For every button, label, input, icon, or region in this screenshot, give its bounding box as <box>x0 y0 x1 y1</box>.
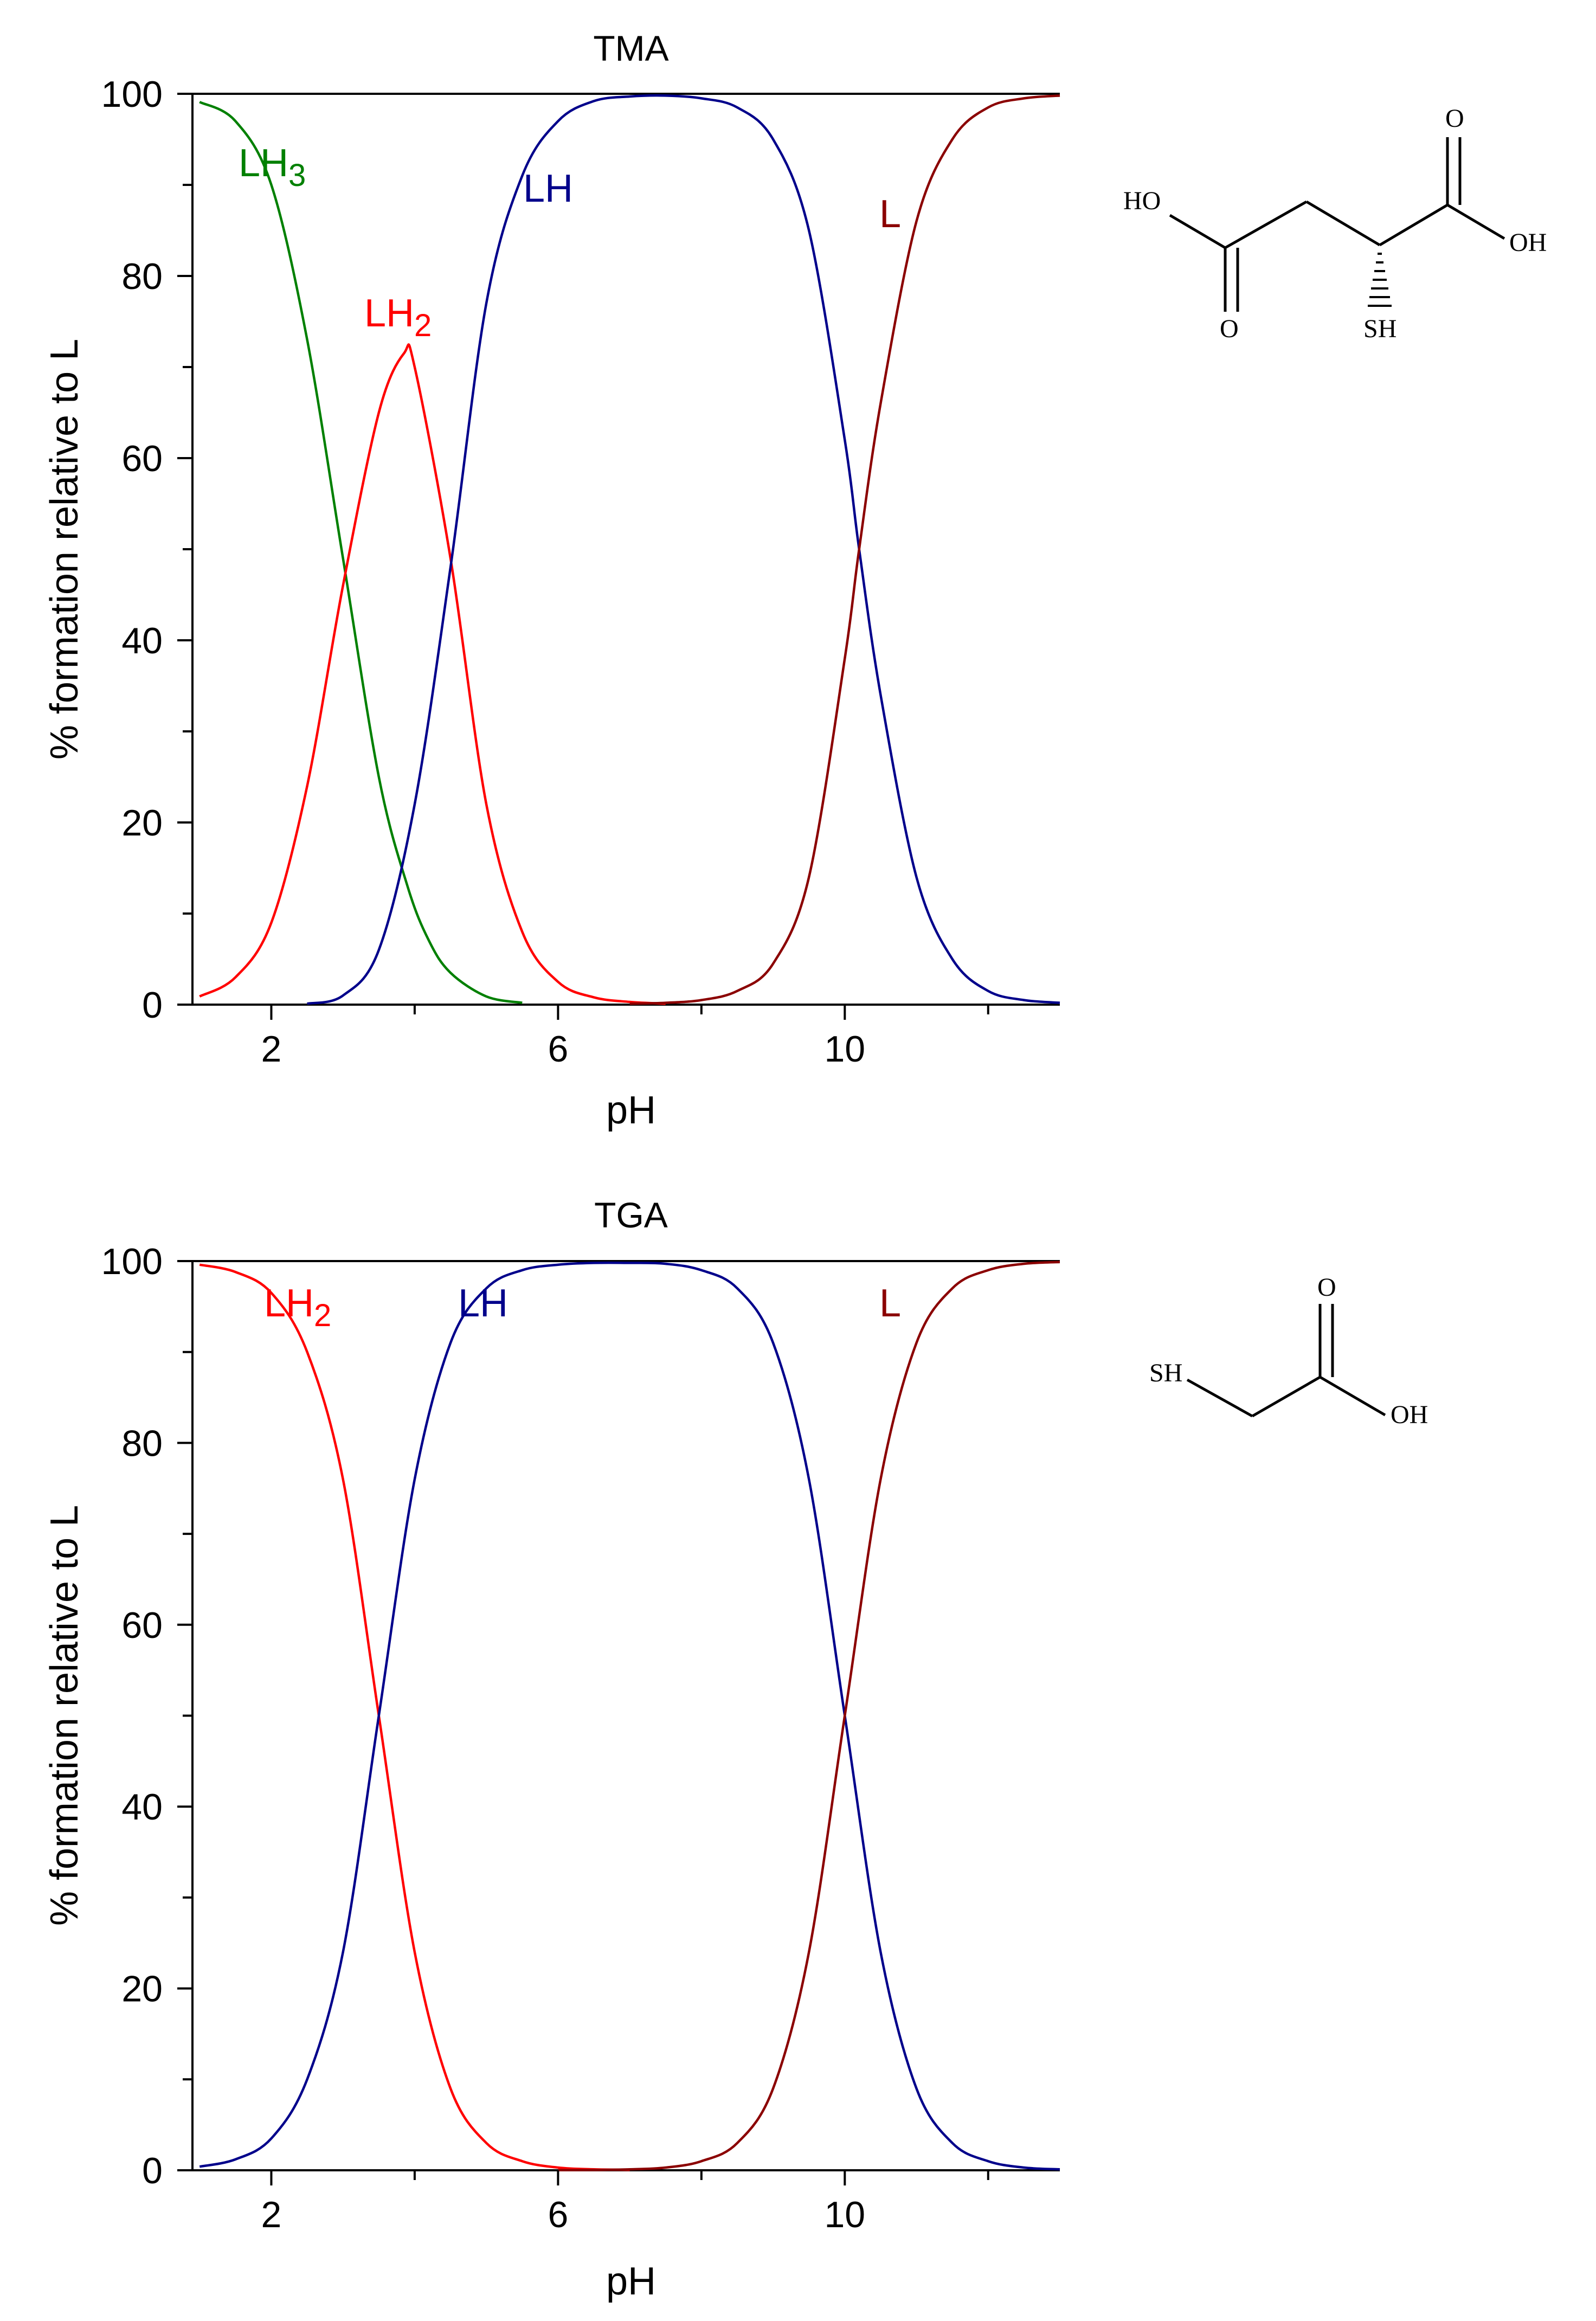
oxygen-label: O <box>1445 104 1464 133</box>
chart-title: TGA <box>594 1195 668 1235</box>
series-label-lh: LH <box>523 167 573 210</box>
y-tick-label: 80 <box>121 1423 163 1464</box>
y-tick-label: 20 <box>121 1969 163 2010</box>
y-tick-label: 0 <box>142 2150 163 2191</box>
plot-area: 0 20 40 60 80 100 2 6 10 <box>101 74 1060 1070</box>
bond <box>1251 1375 1321 1418</box>
y-tick-label: 0 <box>142 985 163 1026</box>
x-tick-label: 10 <box>824 1028 865 1070</box>
series-labels: LH3 LH2 LH L <box>239 142 901 343</box>
series-layer <box>199 1261 1060 2172</box>
x-axis-title: pH <box>606 2260 656 2303</box>
oxygen-label: O <box>1317 1273 1336 1302</box>
tga-structure-diagram: SH O OH <box>1149 1273 1428 1429</box>
series-labels: LH2 LH L <box>264 1282 901 1333</box>
series-layer <box>199 94 1060 1005</box>
series-line-lh2 <box>199 1263 630 2171</box>
series-label-l: L <box>879 192 901 236</box>
y-tick-label: 60 <box>121 1605 163 1646</box>
bond <box>1186 1378 1253 1418</box>
y-tick-label: 40 <box>121 620 163 661</box>
y-tick-label: 100 <box>101 1241 163 1282</box>
bond <box>1305 200 1381 247</box>
hydroxyl-label: HO <box>1123 187 1161 215</box>
plot-area: 0 20 40 60 80 100 2 6 10 <box>101 1241 1060 2235</box>
y-tick-label: 20 <box>121 802 163 844</box>
chart-title: TMA <box>593 28 668 68</box>
chart-tga: TGA 0 20 40 60 80 100 2 6 10 pH % formation rela… <box>43 1195 1060 2303</box>
x-tick-label: 6 <box>548 1028 568 1070</box>
hydroxyl-label: OH <box>1391 1400 1428 1429</box>
hashed-wedge-bond <box>1368 253 1392 307</box>
thiol-label: SH <box>1363 314 1397 343</box>
series-label-lh: LH <box>458 1282 508 1325</box>
y-tick-label: 80 <box>121 256 163 297</box>
bond <box>1319 1375 1386 1417</box>
ticks-layer: 0 20 40 60 80 100 2 6 10 <box>101 1241 989 2235</box>
oxygen-label: O <box>1220 314 1239 343</box>
x-tick-label: 2 <box>261 1028 282 1070</box>
x-tick-label: 10 <box>824 2194 865 2235</box>
tma-structure-diagram: HO O OH O SH <box>1123 104 1547 343</box>
series-line-lh2 <box>199 343 666 1005</box>
series-line-lh3 <box>199 101 523 1004</box>
bond <box>1446 203 1505 240</box>
y-tick-label: 60 <box>121 438 163 479</box>
series-line-lh <box>307 94 1060 1005</box>
y-tick-label: 100 <box>101 74 163 115</box>
series-label-lh2: LH2 <box>264 1282 331 1333</box>
series-label-l: L <box>879 1282 901 1325</box>
series-label-lh3: LH3 <box>239 142 306 193</box>
y-axis-title: % formation relative to L <box>43 1505 86 1926</box>
series-label-lh2: LH2 <box>364 292 432 343</box>
y-axis-title: % formation relative to L <box>43 339 86 760</box>
x-axis-title: pH <box>606 1089 656 1132</box>
series-line-l <box>558 1261 1060 2172</box>
bond <box>1224 200 1308 249</box>
bond <box>1169 214 1226 249</box>
y-tick-label: 40 <box>121 1786 163 1828</box>
x-tick-label: 2 <box>261 2194 282 2235</box>
bond <box>1379 203 1449 247</box>
ticks-layer: 0 20 40 60 80 100 2 6 10 <box>101 74 989 1070</box>
series-line-l <box>629 94 1060 1005</box>
chart-tma: TMA 0 20 40 60 80 100 2 6 10 pH % formation rela… <box>43 28 1060 1132</box>
x-tick-label: 6 <box>548 2194 568 2235</box>
thiol-label: SH <box>1149 1359 1182 1387</box>
series-line-lh <box>199 1261 1060 2171</box>
hydroxyl-label: OH <box>1509 228 1547 257</box>
